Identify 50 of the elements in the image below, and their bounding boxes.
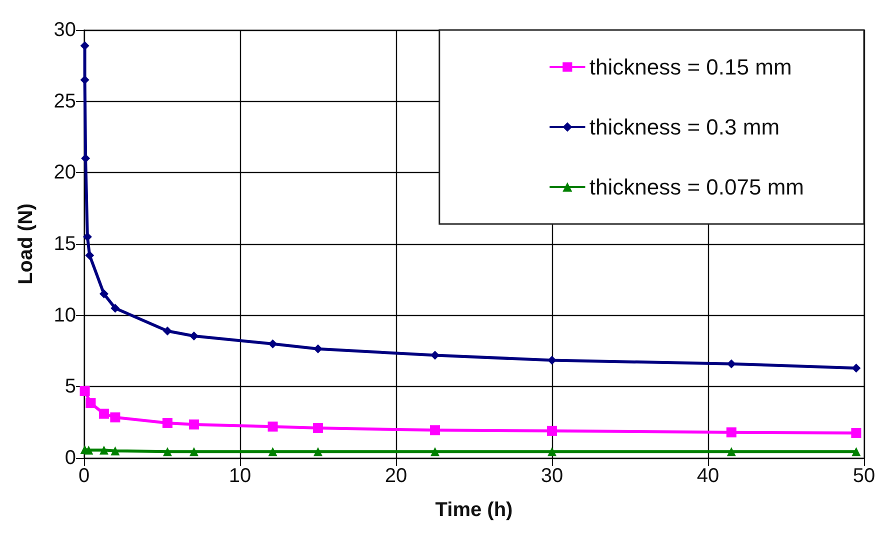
point	[189, 447, 198, 456]
point	[85, 250, 94, 260]
point	[851, 428, 862, 438]
point	[98, 408, 109, 419]
x-tick-label: 10	[228, 465, 252, 487]
y-axis-title: Load (N)	[15, 203, 37, 285]
point	[852, 447, 861, 456]
x-axis-title: Time (h)	[435, 499, 513, 521]
point	[162, 326, 172, 336]
point	[726, 447, 736, 456]
y-tick-label: 0	[64, 447, 76, 469]
point	[430, 447, 440, 456]
point	[268, 339, 278, 348]
y-tick-label: 10	[54, 304, 76, 326]
point	[548, 447, 556, 456]
point	[189, 332, 198, 341]
point	[188, 419, 199, 430]
point	[86, 398, 96, 408]
point	[313, 423, 323, 434]
y-tick-label: 5	[64, 376, 76, 398]
x-tick-label: 20	[384, 465, 408, 487]
point	[84, 446, 94, 455]
point	[110, 304, 120, 313]
legend-label: thickness = 0.075 mm	[589, 174, 804, 200]
point	[99, 446, 108, 455]
point	[80, 386, 90, 396]
x-tick-label: 0	[78, 465, 90, 487]
point	[110, 446, 120, 456]
legend-label: thickness = 0.15 mm	[589, 54, 792, 80]
point	[314, 344, 322, 354]
x-tick-label: 50	[852, 465, 876, 487]
point	[162, 418, 172, 428]
point	[110, 412, 120, 422]
x-tick-label: 40	[696, 465, 720, 487]
point	[430, 350, 440, 360]
point	[430, 425, 440, 436]
point	[547, 426, 557, 436]
point	[314, 447, 322, 456]
point	[268, 447, 278, 456]
y-tick-label: 15	[54, 233, 76, 255]
x-tick-label: 30	[540, 465, 564, 487]
point	[548, 356, 556, 365]
point	[726, 427, 736, 438]
y-tick-label: 30	[54, 19, 76, 41]
legend-label: thickness = 0.3 mm	[589, 114, 780, 140]
point	[268, 422, 278, 432]
point	[162, 447, 172, 456]
point	[99, 289, 108, 298]
y-tick-label: 25	[54, 90, 76, 112]
y-tick-label: 20	[54, 162, 76, 184]
